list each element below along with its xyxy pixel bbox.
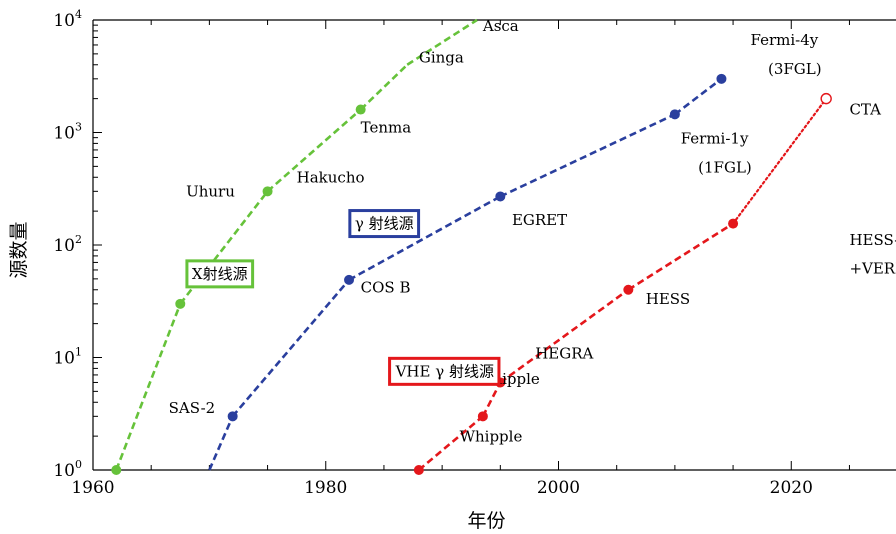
- x_ray-box-label: X射线源: [192, 265, 248, 283]
- vhe-data-point: [820, 92, 832, 105]
- point-annotation: (1FGL): [698, 159, 752, 177]
- gamma-series-box: γ 射线源: [348, 209, 421, 239]
- x_ray-series-segment: [115, 303, 182, 471]
- gamma-series-segment: [208, 415, 234, 471]
- y-tick-label: 103: [53, 121, 82, 144]
- vhe-series-segment: [627, 222, 734, 291]
- point-annotation: +VERITAS: [849, 259, 896, 277]
- gamma-data-point: [669, 109, 680, 120]
- x-tick-label: 2000: [537, 478, 580, 498]
- x_ray-data-point: [262, 186, 273, 197]
- x-axis-title: 年份: [467, 510, 505, 532]
- gamma-series-segment: [499, 113, 676, 198]
- x-tick-label: 1960: [71, 478, 114, 498]
- vhe-series-segment: [499, 288, 630, 384]
- x_ray-series-segment: [406, 18, 478, 66]
- x_ray-series-segment: [266, 108, 362, 193]
- point-annotation: Whipple: [460, 427, 523, 445]
- vhe-data-point: [477, 411, 488, 422]
- point-annotation: EGRET: [512, 211, 567, 229]
- y-tick-label: 101: [53, 346, 82, 369]
- x_ray-box-frame: [185, 259, 255, 289]
- vhe-series-segment: [418, 415, 484, 471]
- gamma-box-frame: [348, 209, 421, 239]
- x_ray-data-point: [175, 298, 186, 309]
- gamma-data-point: [716, 73, 727, 84]
- point-annotation: Fermi-4y: [751, 31, 819, 49]
- vhe-data-point: [728, 218, 739, 229]
- point-annotation: HEGRA: [535, 344, 593, 362]
- point-annotation: HESS: [646, 290, 690, 308]
- point-annotation: HESS-II+MAGIC-II: [849, 231, 896, 249]
- y-tick-label: 102: [53, 233, 82, 256]
- vhe-series-box: VHE γ 射线源: [388, 356, 501, 386]
- point-annotation: Ginga: [419, 48, 464, 66]
- x_ray-data-point: [355, 104, 366, 115]
- vhe-data-point: [413, 465, 424, 475]
- point-annotation: COS B: [361, 278, 411, 296]
- gamma-series-segment: [348, 195, 501, 281]
- y-axis-title: 源数量: [8, 221, 30, 278]
- point-annotation: Tenma: [361, 119, 412, 137]
- gamma-series-segment: [674, 77, 723, 116]
- vhe-series-segment: [731, 97, 828, 225]
- gamma-data-point: [227, 411, 238, 422]
- point-annotation: CTA: [849, 100, 881, 118]
- vhe-series-segment: [481, 381, 502, 417]
- label-layer: 1960 1980 2000 2020 100 101 102 103 104 Asca Ginga…: [53, 8, 896, 498]
- point-annotation: Uhuru: [186, 182, 235, 200]
- x_ray-series-box: X射线源: [185, 259, 255, 289]
- point-annotation: Fermi-1y: [681, 129, 749, 147]
- x-tick-label: 2020: [770, 478, 813, 498]
- point-annotation: Asca: [482, 17, 519, 35]
- gamma-series-segment: [231, 279, 351, 418]
- vhe-box-label: VHE γ 射线源: [395, 362, 494, 380]
- gamma-box-label: γ 射线源: [355, 215, 414, 233]
- y-tick-label: 104: [53, 8, 82, 31]
- gamma-data-point: [495, 191, 506, 202]
- x_ray-data-point: [111, 465, 122, 475]
- point-annotation: (3FGL): [768, 60, 822, 78]
- plot-frame: [92, 19, 896, 471]
- point-annotation: SAS-2: [169, 399, 216, 417]
- y-tick-label: 100: [53, 458, 82, 481]
- x-tick-label: 1980: [304, 478, 347, 498]
- gamma-data-point: [344, 274, 355, 285]
- vhe-data-point: [623, 284, 634, 295]
- point-annotation: Hakucho: [297, 168, 365, 186]
- vhe-box-frame: [388, 356, 501, 386]
